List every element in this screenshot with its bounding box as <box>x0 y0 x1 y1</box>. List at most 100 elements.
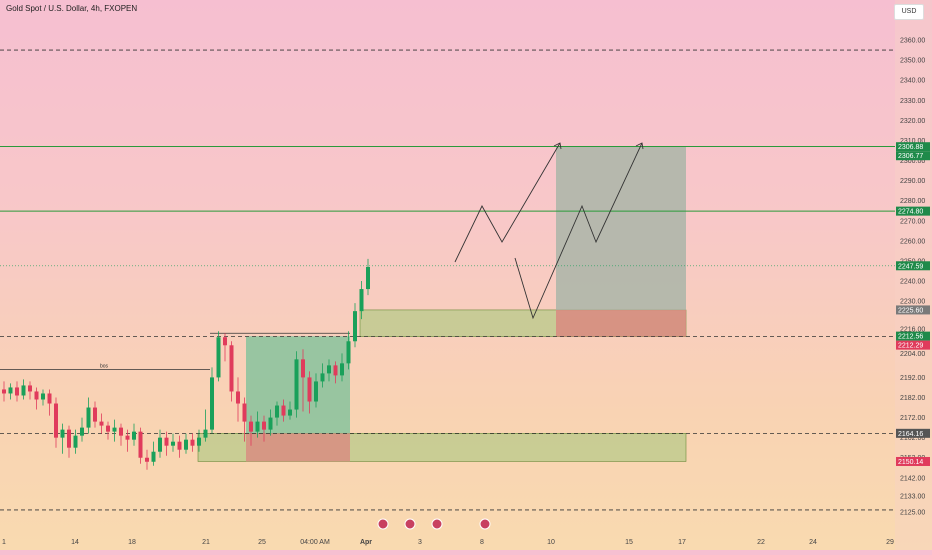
candle <box>125 435 130 440</box>
candle <box>54 403 58 438</box>
price-label: 2164.16 <box>898 431 923 438</box>
candle <box>34 391 39 400</box>
price-tick: 2260.00 <box>900 238 925 245</box>
candle <box>242 403 247 422</box>
candle <box>119 427 123 436</box>
candle <box>28 385 32 392</box>
price-tick: 2270.00 <box>900 218 925 225</box>
candle <box>73 435 78 448</box>
time-tick: 8 <box>480 539 484 546</box>
time-tick: 18 <box>128 539 136 546</box>
candle <box>366 266 370 290</box>
candle <box>158 437 162 452</box>
candle <box>346 341 351 364</box>
candle <box>203 429 208 438</box>
projection-path-2 <box>514 142 643 320</box>
price-label: 2225.60 <box>898 307 923 314</box>
price-tick: 2172.00 <box>900 415 925 422</box>
candle <box>41 393 45 400</box>
price-tick: 2230.00 <box>900 299 925 306</box>
price-tick: 2216.00 <box>900 327 925 334</box>
us-flag-icon[interactable] <box>377 518 389 530</box>
candle <box>307 377 312 402</box>
price-tick: 2300.00 <box>900 158 925 165</box>
position2-stop-box <box>556 309 686 337</box>
candle <box>15 387 19 396</box>
time-tick: Apr <box>360 539 372 546</box>
price-label-box <box>896 456 930 466</box>
candle <box>275 405 279 418</box>
price-tick: 2310.00 <box>900 138 925 145</box>
price-tick: 2162.00 <box>900 435 925 442</box>
candle <box>236 391 240 404</box>
horizontal-lines-layer: bos <box>0 49 895 511</box>
candle <box>301 359 305 378</box>
price-tick: 2240.00 <box>900 279 925 286</box>
price-label: 2306.88 <box>898 144 923 151</box>
candle <box>112 427 117 432</box>
price-label: 2150.14 <box>898 459 923 466</box>
price-axis: 2360.00 2350.00 2340.00 2330.00 2320.00 2310.… <box>895 0 932 550</box>
price-label: 2212.56 <box>898 334 923 341</box>
candle <box>255 421 260 432</box>
price-tick: 2360.00 <box>900 38 925 45</box>
candle <box>320 373 325 382</box>
arrow-head-1 <box>553 142 562 150</box>
candle <box>171 441 175 446</box>
price-tick: 2133.00 <box>900 493 925 500</box>
us-flag-icon[interactable] <box>431 518 443 530</box>
time-tick: 29 <box>886 539 894 546</box>
price-label-box <box>896 261 930 271</box>
candle <box>164 437 169 446</box>
currency-button[interactable]: USD <box>894 4 924 20</box>
time-tick: 22 <box>757 539 765 546</box>
time-axis: 1 14 18 21 25 04:00 AM Apr 3 8 10 15 17 22 24 29 <box>2 518 894 546</box>
price-tick: 2330.00 <box>900 98 925 105</box>
price-label: 2306.77 <box>898 153 923 160</box>
candle <box>67 429 71 448</box>
time-tick: 21 <box>202 539 210 546</box>
candle <box>197 437 201 446</box>
candle <box>60 429 65 438</box>
time-tick: 1 <box>2 539 6 546</box>
candle <box>106 425 110 432</box>
price-tick: 2280.00 <box>900 198 925 205</box>
candle <box>86 407 91 428</box>
price-label-box <box>896 206 930 216</box>
candle <box>151 451 156 462</box>
candle <box>281 405 286 416</box>
zones-layer <box>197 146 687 462</box>
candle <box>262 421 266 430</box>
candle <box>47 393 52 404</box>
candle <box>359 289 364 312</box>
price-tick: 2340.00 <box>900 78 925 85</box>
candle <box>333 365 338 376</box>
time-tick: 17 <box>678 539 686 546</box>
candle <box>340 363 344 376</box>
drawings-layer <box>454 142 644 320</box>
price-label-box <box>896 305 930 315</box>
time-tick: 25 <box>258 539 266 546</box>
candle <box>145 457 149 462</box>
candle <box>229 345 234 392</box>
price-tick: 2182.00 <box>900 395 925 402</box>
candle <box>210 377 214 430</box>
price-label-box <box>896 142 930 152</box>
candle <box>268 417 273 430</box>
price-tick: 2320.00 <box>900 118 925 125</box>
us-flag-icon[interactable] <box>479 518 491 530</box>
candle <box>327 365 331 374</box>
price-label: 2247.59 <box>898 263 923 270</box>
time-tick: 15 <box>625 539 633 546</box>
candle <box>294 359 299 410</box>
candle <box>99 421 104 426</box>
us-flag-icon[interactable] <box>404 518 416 530</box>
bos-label: bos <box>100 363 109 369</box>
candle <box>177 441 182 450</box>
candle <box>190 439 195 446</box>
candles-layer <box>2 258 370 470</box>
candle <box>353 311 357 342</box>
time-tick: 14 <box>71 539 79 546</box>
